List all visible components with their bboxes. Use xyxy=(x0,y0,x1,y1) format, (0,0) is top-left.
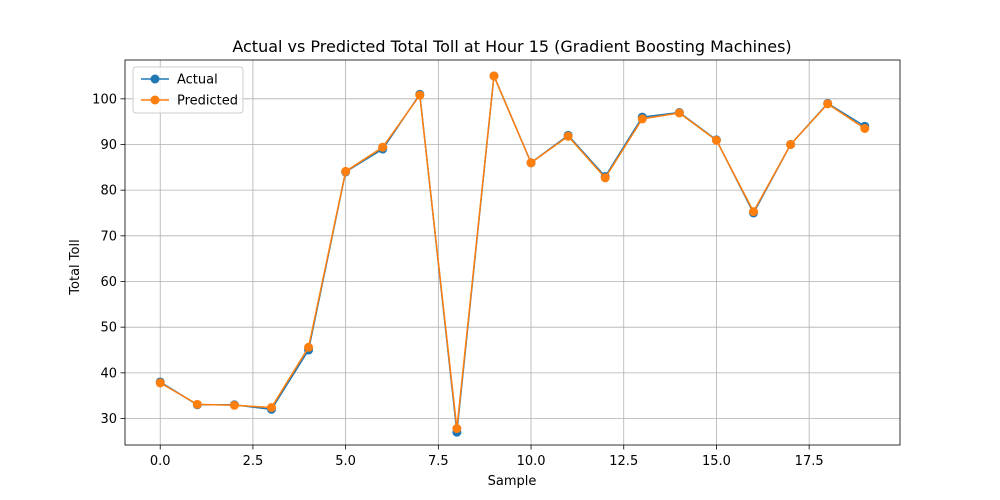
plot-frame xyxy=(124,59,901,446)
data-point-predicted xyxy=(266,403,276,413)
series-layer xyxy=(155,71,870,437)
x-tick-label: 15.0 xyxy=(702,454,731,469)
data-point-predicted xyxy=(155,378,165,388)
data-point-predicted xyxy=(749,207,759,217)
y-tick-label: 40 xyxy=(100,366,117,381)
y-tick-label: 80 xyxy=(100,184,117,199)
y-tick-label: 50 xyxy=(100,321,117,336)
plot-area xyxy=(125,60,900,445)
data-point-predicted xyxy=(489,71,499,81)
x-axis: 0.0 2.5 5.0 7.5 10.0 12.5 15.0 17.5 xyxy=(150,445,824,469)
data-point-predicted xyxy=(786,139,796,149)
legend-label-predicted: Predicted xyxy=(177,94,238,109)
data-point-predicted xyxy=(600,173,610,183)
x-tick-label: 7.5 xyxy=(428,454,449,469)
legend-marker-predicted xyxy=(150,95,160,105)
x-tick-label: 2.5 xyxy=(243,454,264,469)
y-tick-label: 30 xyxy=(100,412,117,427)
y-axis: 30 40 50 60 70 80 90 100 xyxy=(92,92,125,427)
legend: Actual Predicted xyxy=(132,66,244,114)
y-tick-label: 60 xyxy=(100,275,117,290)
data-point-predicted xyxy=(711,135,721,145)
data-point-predicted xyxy=(860,124,870,134)
data-point-predicted xyxy=(563,131,573,141)
x-tick-label: 10.0 xyxy=(517,454,546,469)
legend-marker-actual xyxy=(150,74,160,84)
series-predicted xyxy=(155,71,870,434)
data-point-predicted xyxy=(637,114,647,124)
data-point-predicted xyxy=(526,158,536,168)
legend-label-actual: Actual xyxy=(177,73,218,88)
x-tick-label: 0.0 xyxy=(150,454,171,469)
data-point-predicted xyxy=(452,424,462,434)
x-tick-label: 17.5 xyxy=(795,454,824,469)
x-tick-label: 12.5 xyxy=(609,454,638,469)
data-point-predicted xyxy=(341,166,351,176)
series-line-predicted xyxy=(159,75,866,430)
data-point-predicted xyxy=(229,400,239,410)
data-point-predicted xyxy=(823,99,833,109)
x-tick-label: 5.0 xyxy=(335,454,356,469)
data-point-predicted xyxy=(415,90,425,100)
x-axis-label: Sample xyxy=(488,474,537,489)
data-point-predicted xyxy=(378,142,388,152)
grid xyxy=(125,60,900,445)
plot-border xyxy=(124,59,901,446)
data-point-predicted xyxy=(674,108,684,118)
chart-title: Actual vs Predicted Total Toll at Hour 1… xyxy=(232,37,791,56)
y-axis-label: Total Toll xyxy=(68,239,83,295)
y-tick-label: 90 xyxy=(100,138,117,153)
data-point-predicted xyxy=(192,399,202,409)
plot-background xyxy=(125,60,900,445)
data-point-predicted xyxy=(304,342,314,352)
y-tick-label: 100 xyxy=(92,92,117,107)
y-tick-label: 70 xyxy=(100,229,117,244)
